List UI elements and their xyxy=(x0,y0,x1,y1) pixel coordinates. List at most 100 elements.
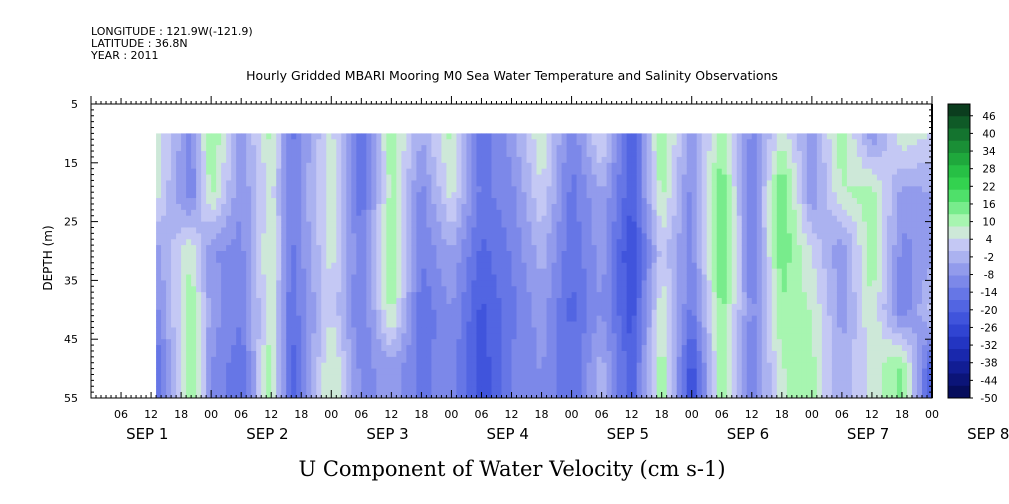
heatmap-cell xyxy=(621,233,628,240)
heatmap-cell xyxy=(441,298,447,305)
heatmap-cell xyxy=(211,168,217,175)
heatmap-cell xyxy=(166,262,172,270)
heatmap-cell xyxy=(251,286,257,293)
heatmap-cell xyxy=(201,198,207,205)
heatmap-cell xyxy=(186,139,192,146)
heatmap-cell xyxy=(481,162,487,170)
heatmap-cell xyxy=(676,203,683,211)
heatmap-cell xyxy=(396,327,402,334)
heatmap-cell xyxy=(296,356,302,364)
heatmap-cell xyxy=(681,151,688,158)
heatmap-cell xyxy=(271,198,277,205)
heatmap-cell xyxy=(261,274,267,281)
heatmap-cell xyxy=(641,286,648,293)
heatmap-cell xyxy=(466,209,472,217)
heatmap-cell xyxy=(561,368,567,375)
heatmap-cell xyxy=(391,215,397,222)
heatmap-cell xyxy=(276,221,282,228)
heatmap-cell xyxy=(421,215,427,222)
heatmap-cell xyxy=(201,321,207,328)
heatmap-cell xyxy=(341,133,347,140)
heatmap-cell xyxy=(661,345,668,352)
heatmap-cell xyxy=(496,233,502,240)
heatmap-cell xyxy=(516,162,522,170)
heatmap-cell xyxy=(411,245,417,252)
heatmap-cell xyxy=(196,192,202,199)
heatmap-cell xyxy=(481,327,487,334)
heatmap-cell xyxy=(386,315,392,322)
heatmap-cell xyxy=(216,233,222,240)
heatmap-cell xyxy=(541,327,547,334)
heatmap-cell xyxy=(536,186,542,193)
heatmap-cell xyxy=(606,268,613,275)
heatmap-cell xyxy=(671,174,678,181)
heatmap-cell xyxy=(386,209,392,217)
heatmap-cell xyxy=(336,286,342,293)
heatmap-cell xyxy=(456,380,462,387)
heatmap-cell xyxy=(581,215,587,222)
heatmap-cell xyxy=(661,380,668,387)
heatmap-cell xyxy=(166,251,172,258)
heatmap-cell xyxy=(611,380,618,387)
heatmap-cell xyxy=(611,262,618,270)
heatmap-cell xyxy=(356,380,362,387)
heatmap-cell xyxy=(521,339,527,346)
heatmap-cell xyxy=(291,139,297,146)
heatmap-cell xyxy=(276,192,282,199)
heatmap-cell xyxy=(366,209,372,217)
heatmap-cell xyxy=(666,215,673,222)
heatmap-cell xyxy=(546,162,552,170)
heatmap-cell xyxy=(446,168,452,175)
heatmap-cell xyxy=(536,345,542,352)
heatmap-cell xyxy=(156,245,162,252)
heatmap-cell xyxy=(181,192,187,199)
heatmap-cell xyxy=(611,251,618,258)
heatmap-cell xyxy=(681,368,688,375)
heatmap-cell xyxy=(691,303,698,311)
heatmap-cell xyxy=(416,298,422,305)
heatmap-cell xyxy=(561,174,567,181)
heatmap-cell xyxy=(681,180,688,187)
heatmap-cell xyxy=(511,286,517,293)
heatmap-cell xyxy=(576,309,582,317)
heatmap-cell xyxy=(491,280,497,287)
heatmap-cell xyxy=(506,151,512,158)
heatmap-cell xyxy=(271,356,277,364)
heatmap-cell xyxy=(471,209,477,217)
heatmap-cell xyxy=(356,274,362,281)
heatmap-cell xyxy=(646,256,653,264)
heatmap-cell xyxy=(591,221,598,228)
heatmap-cell xyxy=(201,339,207,346)
heatmap-cell xyxy=(351,303,357,311)
heatmap-cell xyxy=(636,298,643,305)
heatmap-cell xyxy=(241,309,247,317)
heatmap-cell xyxy=(456,192,462,199)
heatmap-cell xyxy=(436,174,442,181)
heatmap-cell xyxy=(621,192,628,199)
heatmap-cell xyxy=(286,309,292,317)
heatmap-cell xyxy=(686,345,693,352)
heatmap-cell xyxy=(376,221,382,228)
heatmap-cell xyxy=(246,274,252,281)
heatmap-cell xyxy=(311,386,317,393)
heatmap-cell xyxy=(281,156,287,164)
heatmap-cell xyxy=(166,245,172,252)
heatmap-cell xyxy=(671,186,678,193)
heatmap-cell xyxy=(581,303,587,311)
heatmap-cell xyxy=(531,268,537,275)
heatmap-cell xyxy=(611,227,618,234)
heatmap-cell xyxy=(296,303,302,311)
heatmap-cell xyxy=(521,156,527,164)
heatmap-cell xyxy=(401,233,407,240)
heatmap-cell xyxy=(166,286,172,293)
heatmap-cell xyxy=(621,380,628,387)
heatmap-cell xyxy=(636,374,643,381)
heatmap-cell xyxy=(531,333,537,340)
heatmap-cell xyxy=(676,145,683,152)
heatmap-cell xyxy=(181,133,187,140)
heatmap-cell xyxy=(346,256,352,264)
heatmap-cell xyxy=(176,203,182,211)
heatmap-cell xyxy=(451,286,457,293)
heatmap-cell xyxy=(656,198,663,205)
heatmap-cell xyxy=(486,386,492,393)
